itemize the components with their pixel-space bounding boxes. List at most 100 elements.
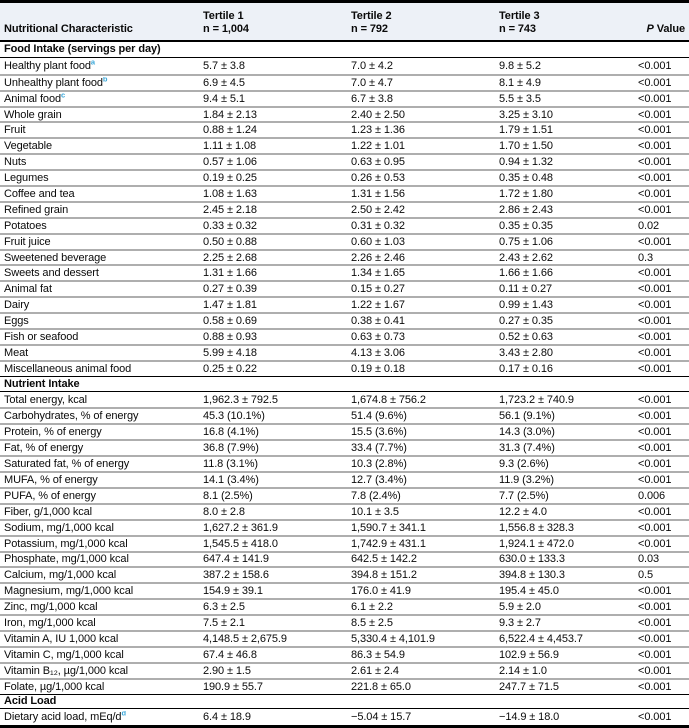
row-label: Refined grain (4, 203, 69, 216)
tertile3-value: 3.43 ± 2.80 (499, 346, 553, 359)
column-header-pvalue: P Value (638, 23, 689, 36)
tertile2-value: 1.22 ± 1.67 (351, 299, 405, 312)
tertile1-value: 6.4 ± 18.9 (203, 711, 251, 724)
row-label: Vitamin B₁₂, µg/1,000 kcal (4, 664, 129, 677)
table-row: Fat, % of energy 36.8 (7.9%) 33.4 (7.7%) 31… (0, 439, 689, 455)
column-header-tertile2: Tertile 2 n = 792 (351, 10, 499, 36)
tertile2-value: 6.7 ± 3.8 (351, 92, 393, 105)
table-row: Nuts 0.57 ± 1.06 0.63 ± 0.95 0.94 ± 1.32 <0.… (0, 153, 689, 169)
p-value: <0.001 (638, 140, 672, 153)
tertile3-value: 630.0 ± 133.3 (499, 553, 565, 566)
section-header: Food Intake (servings per day) (0, 42, 689, 58)
tertile3-value: 195.4 ± 45.0 (499, 585, 559, 598)
tertile3-value: 0.75 ± 1.06 (499, 235, 553, 248)
tertile2-value: 10.3 (2.8%) (351, 458, 407, 471)
p-value: <0.001 (638, 632, 672, 645)
tertile2-value: 10.1 ± 3.5 (351, 505, 399, 518)
tertile1-value: 0.57 ± 1.06 (203, 156, 257, 169)
tertile2-value: 0.38 ± 0.41 (351, 315, 405, 328)
row-label: Phosphate, mg/1,000 kcal (4, 553, 129, 566)
tertile2-value: 1.31 ± 1.56 (351, 187, 405, 200)
table-row: MUFA, % of energy 14.1 (3.4%) 12.7 (3.4%) 1… (0, 471, 689, 487)
tertile1-value: 0.88 ± 0.93 (203, 330, 257, 343)
tertile3-value: 0.35 ± 0.35 (499, 219, 553, 232)
row-label: Potassium, mg/1,000 kcal (4, 537, 128, 550)
tertile2-value: 2.26 ± 2.46 (351, 251, 405, 264)
column-header-tertile3: Tertile 3 n = 743 (499, 10, 638, 36)
tertile2-value: 394.8 ± 151.2 (351, 569, 417, 582)
row-label: Fish or seafood (4, 330, 79, 343)
tertile3-value: 1.70 ± 1.50 (499, 140, 553, 153)
row-label: Fat, % of energy (4, 442, 84, 455)
tertile2-value: 5,330.4 ± 4,101.9 (351, 632, 435, 645)
tertile3-value: 9.8 ± 5.2 (499, 59, 541, 72)
tertile1-value: 9.4 ± 5.1 (203, 92, 245, 105)
table-row: Unhealthy plant foodb 6.9 ± 4.5 7.0 ± 4.7 8… (0, 73, 689, 90)
table-row: Carbohydrates, % of energy 45.3 (10.1%) 51… (0, 407, 689, 423)
tertile3-value: 2.43 ± 2.62 (499, 251, 553, 264)
tertile2-value: 1,674.8 ± 756.2 (351, 393, 426, 406)
tertile3-value: 0.99 ± 1.43 (499, 299, 553, 312)
tertile1-value: 190.9 ± 55.7 (203, 680, 263, 693)
row-label: Total energy, kcal (4, 393, 87, 406)
table-row: Legumes 0.19 ± 0.25 0.26 ± 0.53 0.35 ± 0.48… (0, 169, 689, 185)
table-header-row: Nutritional Characteristic Tertile 1 n =… (0, 3, 689, 42)
tertile2-value: 2.61 ± 2.4 (351, 664, 399, 677)
table-row: Eggs 0.58 ± 0.69 0.38 ± 0.41 0.27 ± 0.35 <0.… (0, 312, 689, 328)
row-label: Animal fat (4, 283, 52, 296)
tertile1-value: 1,627.2 ± 361.9 (203, 521, 278, 534)
row-label: PUFA, % of energy (4, 489, 96, 502)
table-row: Vitamin B₁₂, µg/1,000 kcal 2.90 ± 1.5 2.61… (0, 661, 689, 678)
p-value: <0.001 (638, 442, 672, 455)
column-header-tertile1: Tertile 1 n = 1,004 (203, 10, 351, 36)
p-value: <0.001 (638, 59, 672, 72)
tertile2-value: 0.19 ± 0.18 (351, 362, 405, 375)
tertile2-value: 642.5 ± 142.2 (351, 553, 417, 566)
p-value: <0.001 (638, 410, 672, 423)
tertile1-value: 0.58 ± 0.69 (203, 315, 257, 328)
table-row: Miscellaneous animal food 0.25 ± 0.22 0.19… (0, 359, 689, 376)
tertile3-value: 7.7 (2.5%) (499, 489, 549, 502)
row-label: Sweets and dessert (4, 267, 99, 280)
tertile1-value: 2.25 ± 2.68 (203, 251, 257, 264)
tertile1-value: 36.8 (7.9%) (203, 442, 259, 455)
tertile1-value: 14.1 (3.4%) (203, 473, 259, 486)
tertile3-value: 9.3 ± 2.7 (499, 617, 541, 629)
table-row: Saturated fat, % of energy 11.8 (3.1%) 10.… (0, 455, 689, 471)
pvalue-header-italic: P (646, 23, 654, 35)
tertile2-value: 0.31 ± 0.32 (351, 219, 405, 232)
tertile1-value: 7.5 ± 2.1 (203, 617, 245, 629)
tertile3-n: n = 743 (499, 23, 536, 35)
p-value: <0.001 (638, 203, 672, 216)
tertile1-value: 0.25 ± 0.22 (203, 362, 257, 375)
table-row: Zinc, mg/1,000 kcal 6.3 ± 2.5 6.1 ± 2.2 5.9… (0, 598, 689, 614)
tertile1-value: 154.9 ± 39.1 (203, 585, 263, 598)
tertile2-value: 6.1 ± 2.2 (351, 601, 393, 614)
p-value: <0.001 (638, 711, 672, 724)
tertile3-title: Tertile 3 (499, 10, 540, 22)
row-label: Saturated fat, % of energy (4, 458, 130, 471)
p-value: <0.001 (638, 458, 672, 471)
p-value: <0.001 (638, 585, 672, 598)
column-header-characteristic: Nutritional Characteristic (4, 23, 133, 35)
tertile3-value: 5.9 ± 2.0 (499, 601, 541, 614)
tertile1-value: 16.8 (4.1%) (203, 426, 259, 439)
table-row: Meat 5.99 ± 4.18 4.13 ± 3.06 3.43 ± 2.80 <0.… (0, 343, 689, 360)
p-value: 0.006 (638, 489, 666, 502)
table-row: Phosphate, mg/1,000 kcal 647.4 ± 141.9 642… (0, 550, 689, 567)
tertile1-value: 1.84 ± 2.13 (203, 108, 257, 121)
tertile2-value: 1,742.9 ± 431.1 (351, 537, 426, 550)
tertile2-value: 2.40 ± 2.50 (351, 108, 405, 121)
table-row: Whole grain 1.84 ± 2.13 2.40 ± 2.50 3.25 ± … (0, 105, 689, 122)
p-value: <0.001 (638, 108, 672, 121)
p-value: <0.001 (638, 187, 672, 200)
table-row: Dietary acid load, mEq/dd 6.4 ± 18.9 −5.04… (0, 709, 689, 725)
p-value: <0.001 (638, 617, 672, 629)
tertile1-value: 67.4 ± 46.8 (203, 648, 257, 661)
tertile2-value: 33.4 (7.7%) (351, 442, 407, 455)
tertile3-value: 2.14 ± 1.0 (499, 664, 547, 677)
p-value: 0.3 (638, 251, 653, 264)
tertile2-value: 15.5 (3.6%) (351, 426, 407, 439)
tertile3-value: 1,556.8 ± 328.3 (499, 521, 574, 534)
table-row: Potassium, mg/1,000 kcal 1,545.5 ± 418.0 1… (0, 534, 689, 551)
